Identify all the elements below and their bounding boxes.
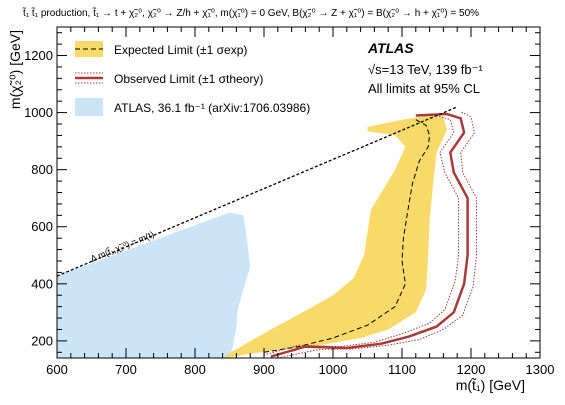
x-tick-label: 800: [184, 362, 206, 377]
y-axis-label: m(χ̃₂⁰) [GeV]: [7, 30, 23, 109]
x-tick-label: 600: [46, 362, 68, 377]
observed-down-line: [263, 115, 460, 356]
kinematic-line: [57, 106, 458, 277]
legend-expected-label: Expected Limit (±1 σexp): [114, 43, 247, 57]
observed-limit-line: [270, 112, 469, 358]
y-tick-label: 1000: [24, 105, 53, 120]
legend-expected-swatch: [75, 41, 103, 57]
y-tick-label: 600: [31, 219, 53, 234]
chart-title: t̃₁ t̃₁ production, t̃₁ → t + χ̃₂⁰, χ̃₂⁰…: [22, 7, 479, 19]
plot-area: [57, 27, 540, 358]
x-tick-label: 1100: [388, 362, 416, 377]
info-line-2: All limits at 95% CL: [368, 81, 480, 96]
y-tick-label: 200: [31, 333, 53, 348]
x-tick-label: 1300: [526, 362, 555, 377]
expected-band: [226, 115, 447, 358]
x-tick-label: 1200: [457, 362, 486, 377]
legend-previous-swatch: [75, 98, 103, 116]
experiment-label: ATLAS: [367, 40, 414, 56]
y-tick-label: 1200: [24, 48, 53, 63]
x-tick-label: 700: [115, 362, 137, 377]
legend-observed-label: Observed Limit (±1 σtheory): [114, 72, 263, 86]
axes: 600 700 800 900 1000 1100 1200 1300 200 400 600 800…: [24, 26, 555, 377]
info-line-1: √s=13 TeV, 139 fb⁻¹: [368, 62, 484, 77]
observed-up-line: [277, 111, 477, 358]
x-tick-label: 900: [253, 362, 275, 377]
y-tick-label: 800: [31, 162, 53, 177]
x-axis-label: m(t̃₁) [GeV]: [456, 377, 525, 393]
x-tick-label: 1000: [319, 362, 348, 377]
kinematic-forbidden-region: [57, 27, 540, 277]
y-tick-label: 400: [31, 276, 53, 291]
previous-limit-region: [57, 212, 251, 358]
legend-previous-label: ATLAS, 36.1 fb⁻¹ (arXiv:1706.03986): [114, 101, 310, 115]
legend: Expected Limit (±1 σexp) Observed Limit (…: [75, 41, 310, 116]
expected-limit-line: [263, 119, 431, 353]
